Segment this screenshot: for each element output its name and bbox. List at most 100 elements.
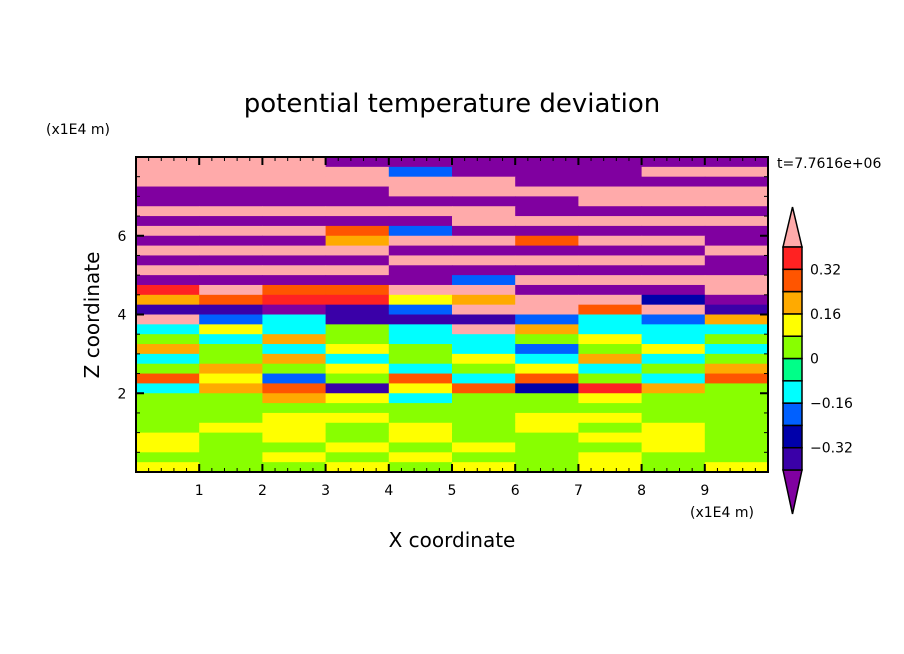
x-tick-label: 2 bbox=[258, 483, 267, 499]
heatmap-cell bbox=[199, 186, 263, 197]
heatmap-cell bbox=[325, 304, 390, 315]
heatmap-cell bbox=[515, 176, 579, 188]
heatmap-cell bbox=[136, 284, 200, 296]
heatmap-cell bbox=[704, 216, 769, 227]
heatmap-cell bbox=[641, 304, 706, 315]
heatmap-cell bbox=[262, 452, 327, 463]
heatmap-cell bbox=[325, 166, 390, 178]
heatmap-cell bbox=[452, 363, 516, 375]
heatmap-cell bbox=[199, 422, 263, 434]
heatmap-cell bbox=[452, 196, 516, 207]
heatmap-cell bbox=[578, 225, 643, 237]
heatmap-cell bbox=[199, 157, 263, 168]
colorbar-box bbox=[782, 246, 803, 271]
heatmap-cell bbox=[388, 206, 453, 217]
heatmap-cell bbox=[136, 383, 200, 394]
heatmap-cell bbox=[136, 373, 200, 384]
heatmap-cell bbox=[515, 324, 579, 335]
heatmap-cell bbox=[704, 363, 769, 375]
heatmap-cell bbox=[452, 166, 516, 178]
heatmap-cell bbox=[388, 216, 453, 227]
heatmap-cell bbox=[388, 265, 453, 276]
colorbar-label: −0.32 bbox=[810, 441, 853, 457]
heatmap-cell bbox=[704, 462, 769, 473]
heatmap-cell bbox=[262, 265, 327, 276]
heatmap-cell bbox=[641, 393, 706, 404]
y-axis-label: Z coordinate bbox=[80, 252, 104, 379]
heatmap-cell bbox=[578, 442, 643, 453]
heatmap-cell bbox=[704, 422, 769, 434]
heatmap-cell bbox=[262, 393, 327, 404]
heatmap-cell bbox=[704, 225, 769, 237]
heatmap-cell bbox=[704, 196, 769, 207]
heatmap-cell bbox=[641, 432, 706, 443]
heatmap-cell bbox=[452, 176, 516, 188]
heatmap-cell bbox=[704, 284, 769, 296]
heatmap-cell bbox=[704, 314, 769, 325]
heatmap-cell bbox=[388, 442, 453, 453]
heatmap-cell bbox=[515, 363, 579, 375]
colorbar-box bbox=[782, 424, 803, 449]
heatmap-cell bbox=[578, 275, 643, 286]
heatmap-cell bbox=[452, 235, 516, 247]
heatmap-cell bbox=[136, 412, 200, 424]
heatmap-cell bbox=[262, 235, 327, 247]
heatmap-cell bbox=[452, 245, 516, 256]
heatmap-cell bbox=[388, 353, 453, 365]
heatmap-cell bbox=[199, 176, 263, 188]
heatmap-cell bbox=[704, 324, 769, 335]
heatmap-cell bbox=[452, 344, 516, 355]
heatmap-cell bbox=[136, 442, 200, 453]
heatmap-cell bbox=[199, 373, 263, 384]
heatmap-cell bbox=[388, 275, 453, 286]
heatmap-cell bbox=[136, 363, 200, 375]
heatmap-cell bbox=[325, 186, 390, 197]
heatmap-cell bbox=[388, 462, 453, 473]
heatmap-cell bbox=[325, 275, 390, 286]
heatmap-cell bbox=[325, 284, 390, 296]
heatmap-cell bbox=[136, 176, 200, 188]
colorbar-label: 0 bbox=[810, 352, 819, 368]
heatmap-cell bbox=[578, 353, 643, 365]
heatmap-cell bbox=[325, 235, 390, 247]
heatmap-cell bbox=[136, 255, 200, 266]
colorbar-box bbox=[782, 313, 803, 337]
time-label: t=7.7616e+06 bbox=[777, 156, 881, 172]
heatmap-cell bbox=[325, 196, 390, 207]
x-tick-label: 7 bbox=[574, 483, 583, 499]
heatmap-cell bbox=[515, 334, 579, 345]
heatmap-cell bbox=[641, 284, 706, 296]
heatmap-cell bbox=[388, 176, 453, 188]
heatmap-cell bbox=[578, 393, 643, 404]
heatmap-cell bbox=[641, 334, 706, 345]
heatmap-cell bbox=[388, 324, 453, 335]
heatmap-cell bbox=[704, 452, 769, 463]
heatmap-cell bbox=[578, 255, 643, 266]
heatmap-cell bbox=[262, 363, 327, 375]
heatmap-cell bbox=[136, 462, 200, 473]
heatmap-cell bbox=[515, 216, 579, 227]
heatmap-cell bbox=[262, 422, 327, 434]
heatmap-cell bbox=[325, 344, 390, 355]
colorbar-box bbox=[782, 446, 803, 471]
colorbar-box bbox=[782, 357, 803, 382]
heatmap-cell bbox=[199, 344, 263, 355]
heatmap-cell bbox=[515, 206, 579, 217]
heatmap-cell bbox=[262, 157, 327, 168]
heatmap-cell bbox=[388, 196, 453, 207]
heatmap-cell bbox=[515, 344, 579, 355]
heatmap-cell bbox=[199, 412, 263, 424]
heatmap-cell bbox=[515, 383, 579, 394]
heatmap-cell bbox=[515, 265, 579, 276]
heatmap-cell bbox=[641, 275, 706, 286]
y-tick-label: 4 bbox=[118, 308, 127, 324]
heatmap-cell bbox=[641, 255, 706, 266]
heatmap-cell bbox=[262, 324, 327, 335]
heatmap-cell bbox=[515, 452, 579, 463]
heatmap-cell bbox=[262, 225, 327, 237]
heatmap-cell bbox=[515, 225, 579, 237]
heatmap-cell bbox=[578, 265, 643, 276]
heatmap-cell bbox=[136, 235, 200, 247]
heatmap-cell bbox=[262, 196, 327, 207]
heatmap-cell bbox=[578, 363, 643, 375]
